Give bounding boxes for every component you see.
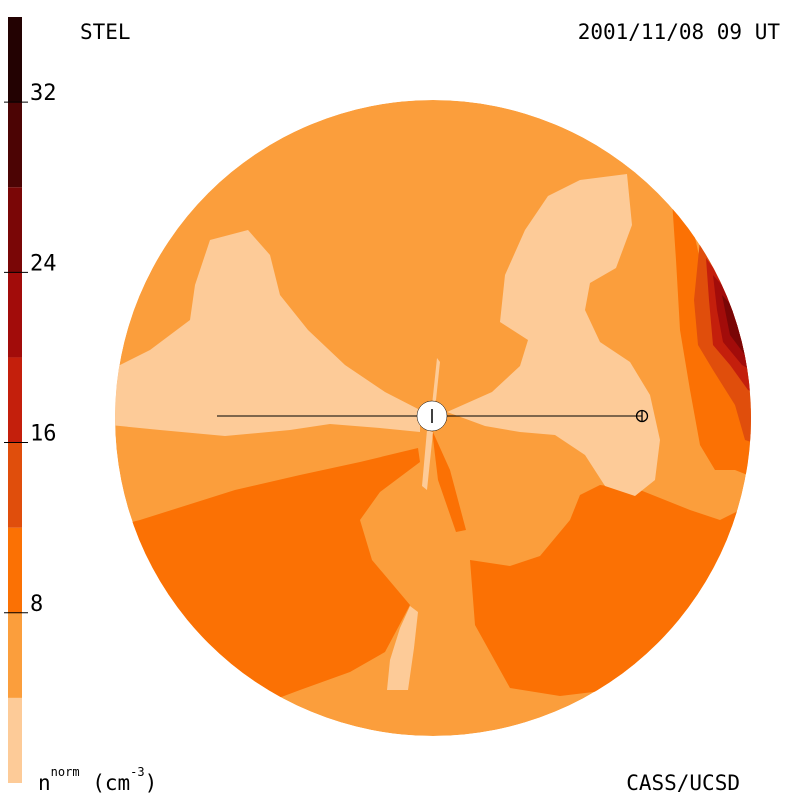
colorbar-tick-label-8: 8: [30, 592, 43, 617]
density-region-center-streak: [432, 430, 466, 532]
low-density-region-south-ray: [422, 430, 433, 490]
colorbar-tick-label-16: 16: [30, 422, 57, 447]
colorbar-level-6: [8, 187, 22, 273]
colorbar-level-3: [8, 442, 22, 528]
colorbar-level-4: [8, 357, 22, 443]
unit-superscript: norm: [50, 765, 80, 779]
colorbar-level-1: [8, 612, 22, 698]
colorbar-tick-label-32: 32: [30, 81, 57, 106]
unit-close: ): [144, 771, 158, 795]
unit-text: (cm: [79, 771, 131, 795]
instrument-label: STEL: [80, 20, 131, 44]
unit-base: n: [38, 771, 51, 795]
colorbar-level-7: [8, 102, 22, 188]
low-density-region-south-streak: [387, 606, 418, 690]
colorbar-level-0: [8, 697, 22, 783]
low-density-region-north-ray: [432, 358, 440, 405]
unit-exponent: -3: [130, 765, 145, 779]
timestamp-label: 2001/11/08 09 UT: [577, 20, 780, 44]
colorbar-level-2: [8, 527, 22, 613]
colorbar-level-8: [8, 17, 22, 103]
colorbar-unit-label: nnorm (cm-3): [38, 766, 158, 795]
colorbar: 8 16 24 32: [4, 17, 57, 783]
colorbar-tick-label-24: 24: [30, 251, 57, 276]
credit-label: CASS/UCSD: [626, 771, 740, 795]
colorbar-level-5: [8, 272, 22, 358]
low-density-region-northwest: [115, 230, 420, 436]
